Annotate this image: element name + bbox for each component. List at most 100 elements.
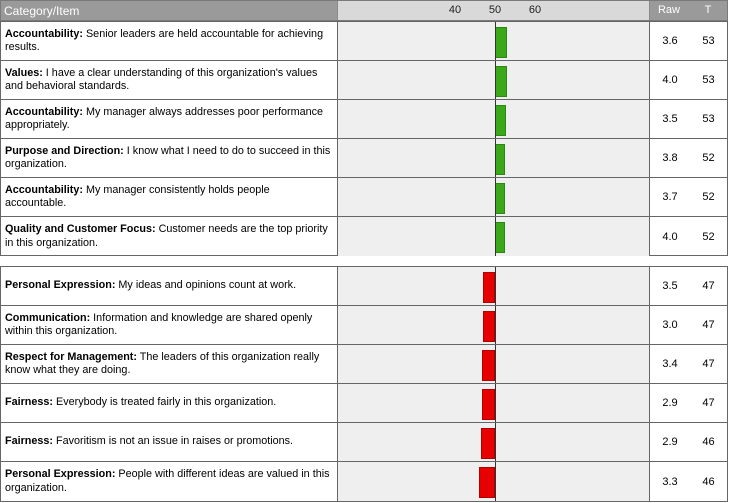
bar-cell <box>337 267 650 305</box>
table-row: Fairness: Favoritism is not an issue in … <box>1 423 727 462</box>
category-name: Values: <box>5 66 43 79</box>
table-row: Personal Expression: People with differe… <box>1 462 727 501</box>
t-score: 46 <box>702 475 715 488</box>
item-text: Customer needs are the top priority in t… <box>5 223 328 249</box>
category-name: Quality and Customer Focus: <box>5 223 156 235</box>
bar-cell <box>337 217 650 256</box>
item-label: Fairness: Everybody is treated fairly in… <box>1 384 337 422</box>
x-tick-label: 60 <box>528 4 542 16</box>
negative-bar <box>482 350 495 381</box>
bar-cell <box>337 139 650 177</box>
bar-cell <box>337 423 650 461</box>
negative-bar <box>479 467 495 498</box>
raw-score: 3.3 <box>662 475 678 488</box>
baseline-line <box>495 345 496 383</box>
category-name: Accountability: <box>5 105 83 118</box>
t-score: 47 <box>702 319 715 331</box>
category-name: Personal Expression: <box>5 468 116 480</box>
x-tick-label: 40 <box>448 4 462 16</box>
table-header: Category/Item 40 50 60 Raw T <box>0 0 728 21</box>
t-score: 47 <box>702 280 715 292</box>
raw-score: 2.9 <box>662 397 678 409</box>
raw-header: Raw <box>657 4 681 16</box>
positive-bar <box>495 105 506 136</box>
item-label: Purpose and Direction: I know what I nee… <box>1 139 337 177</box>
t-score: 46 <box>702 436 715 448</box>
table-row: Accountability: My manager consistently … <box>1 178 727 217</box>
raw-score: 3.4 <box>662 358 678 370</box>
table-row: Personal Expression: My ideas and opinio… <box>1 267 727 306</box>
baseline-line <box>495 139 496 177</box>
positive-bar <box>495 66 507 97</box>
item-text: I have a clear understanding of this org… <box>5 66 318 93</box>
negative-bar <box>482 389 495 420</box>
positive-bar <box>495 144 505 175</box>
t-score: 53 <box>702 35 715 47</box>
table-row: Accountability: My manager always addres… <box>1 100 727 139</box>
item-text: My manager always addresses poor perform… <box>5 105 324 132</box>
t-score: 52 <box>702 191 715 203</box>
baseline-line <box>495 178 496 216</box>
item-label: Fairness: Favoritism is not an issue in … <box>1 423 337 461</box>
item-label: Accountability: Senior leaders are held … <box>1 22 337 60</box>
raw-score: 4.0 <box>662 230 678 243</box>
baseline-line <box>495 61 496 99</box>
item-text: I know what I need to do to succeed in t… <box>5 144 331 171</box>
item-text: Senior leaders are held accountable for … <box>5 27 324 54</box>
bottom-items-group: Personal Expression: My ideas and opinio… <box>0 266 728 502</box>
table-row: Communication: Information and knowledge… <box>1 306 727 345</box>
t-score: 53 <box>702 74 715 86</box>
baseline-line <box>495 423 496 461</box>
bar-cell <box>337 178 650 216</box>
table-row: Respect for Management: The leaders of t… <box>1 345 727 384</box>
baseline-line <box>495 217 496 256</box>
raw-score: 3.7 <box>662 191 678 203</box>
baseline-line <box>495 306 496 344</box>
positive-bar <box>495 27 507 58</box>
bar-cell <box>337 61 650 99</box>
item-label: Personal Expression: People with differe… <box>1 462 337 501</box>
table-row: Quality and Customer Focus: Customer nee… <box>1 217 727 256</box>
category-item-header: Category/Item <box>4 4 80 18</box>
bar-cell <box>337 22 650 60</box>
raw-score: 3.0 <box>662 319 678 331</box>
raw-score: 3.6 <box>662 35 678 47</box>
item-label: Accountability: My manager always addres… <box>1 100 337 138</box>
t-header: T <box>704 4 712 16</box>
baseline-line <box>495 462 496 501</box>
t-score: 47 <box>702 397 715 409</box>
item-text: Favoritism is not an issue in raises or … <box>53 435 294 448</box>
table-row: Accountability: Senior leaders are held … <box>1 22 727 61</box>
t-score: 52 <box>702 230 715 243</box>
x-tick-label: 50 <box>488 4 502 16</box>
top-items-group: Accountability: Senior leaders are held … <box>0 21 728 256</box>
item-label: Respect for Management: The leaders of t… <box>1 345 337 383</box>
table-row: Fairness: Everybody is treated fairly in… <box>1 384 727 423</box>
raw-score: 3.5 <box>662 113 678 125</box>
baseline-line <box>495 100 496 138</box>
bar-cell <box>337 306 650 344</box>
category-name: Accountability: <box>5 183 83 196</box>
item-label: Personal Expression: My ideas and opinio… <box>1 267 337 305</box>
t-score: 52 <box>702 152 715 164</box>
item-label: Values: I have a clear understanding of … <box>1 61 337 99</box>
table-row: Purpose and Direction: I know what I nee… <box>1 139 727 178</box>
t-score: 53 <box>702 113 715 125</box>
bar-cell <box>337 100 650 138</box>
item-text: My manager consistently holds people acc… <box>5 183 270 210</box>
category-name: Accountability: <box>5 27 83 40</box>
item-text: Everybody is treated fairly in this orga… <box>53 396 277 409</box>
negative-bar <box>483 272 495 303</box>
bar-cell <box>337 462 650 501</box>
raw-score: 3.8 <box>662 152 678 164</box>
negative-bar <box>480 428 495 459</box>
category-name: Fairness: <box>5 396 54 409</box>
baseline-line <box>495 22 496 60</box>
negative-bar <box>483 311 495 342</box>
baseline-line <box>495 384 496 422</box>
positive-bar <box>495 183 505 214</box>
axis-header: 40 50 60 <box>337 1 650 20</box>
item-label: Accountability: My manager consistently … <box>1 178 337 216</box>
item-text: Information and knowledge are shared ope… <box>5 311 313 338</box>
